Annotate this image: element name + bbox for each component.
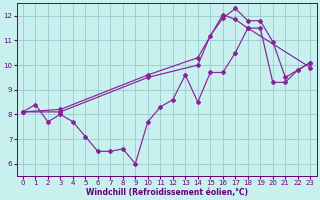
X-axis label: Windchill (Refroidissement éolien,°C): Windchill (Refroidissement éolien,°C): [85, 188, 248, 197]
